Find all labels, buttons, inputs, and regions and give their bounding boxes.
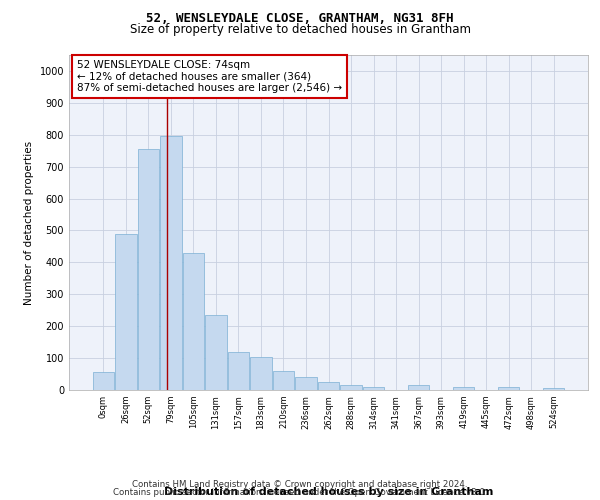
Text: Contains HM Land Registry data © Crown copyright and database right 2024.: Contains HM Land Registry data © Crown c… (132, 480, 468, 489)
Bar (160, 136, 182, 390)
Bar (340, 385, 362, 390)
Bar (453, 387, 475, 390)
Bar (363, 387, 384, 390)
Y-axis label: Number of detached properties: Number of detached properties (24, 140, 34, 304)
Text: 52 WENSLEYDALE CLOSE: 74sqm
← 12% of detached houses are smaller (364)
87% of se: 52 WENSLEYDALE CLOSE: 74sqm ← 12% of det… (77, 60, 342, 93)
Bar (182, 253, 204, 390)
Bar (295, 377, 317, 390)
Bar (273, 371, 294, 390)
Bar (92, 372, 114, 390)
Bar (137, 149, 159, 390)
X-axis label: Distribution of detached houses by size in Grantham: Distribution of detached houses by size … (164, 487, 493, 497)
Bar (543, 388, 565, 390)
Text: Size of property relative to detached houses in Grantham: Size of property relative to detached ho… (130, 22, 470, 36)
Bar (205, 315, 227, 390)
Text: 52, WENSLEYDALE CLOSE, GRANTHAM, NG31 8FH: 52, WENSLEYDALE CLOSE, GRANTHAM, NG31 8F… (146, 12, 454, 26)
Bar (228, 352, 249, 390)
Bar (408, 385, 429, 390)
Text: Contains public sector information licensed under the Open Government Licence v3: Contains public sector information licen… (113, 488, 487, 497)
Bar (115, 234, 137, 390)
Bar (318, 382, 339, 390)
Bar (250, 356, 272, 390)
Bar (498, 387, 520, 390)
